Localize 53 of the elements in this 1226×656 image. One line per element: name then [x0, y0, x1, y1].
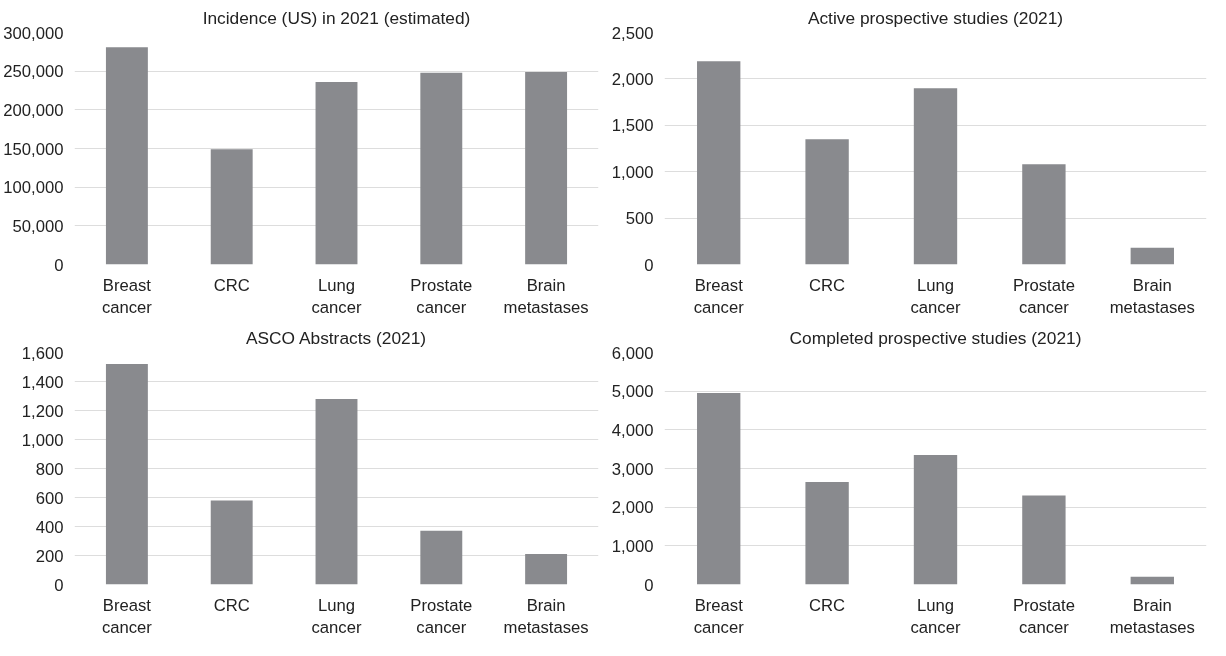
- x-tick-label: CRC: [809, 275, 846, 295]
- y-tick-label: 1,000: [611, 536, 654, 556]
- x-tick-label: Brain metastases: [503, 275, 589, 318]
- x-tick-label: Prostate cancer: [410, 275, 473, 318]
- x-tick-label: Prostate cancer: [1012, 275, 1075, 318]
- y-tick-label: 2,000: [611, 69, 654, 89]
- x-tick-label: Lung cancer: [910, 595, 961, 638]
- y-tick-label: 1,400: [21, 372, 64, 392]
- y-tick-label: 3,000: [611, 459, 654, 479]
- y-tick-label: 200,000: [3, 100, 64, 120]
- y-tick-label: 0: [644, 255, 654, 275]
- x-tick-label: Lung cancer: [910, 275, 961, 318]
- y-tick-label: 600: [35, 488, 64, 508]
- y-tick-label: 800: [35, 459, 64, 479]
- y-tick-label: 150,000: [3, 139, 64, 159]
- y-tick-label: 0: [54, 255, 64, 275]
- chart-title: Active prospective studies (2021): [807, 7, 1064, 28]
- x-tick-label: Brain metastases: [1109, 595, 1195, 638]
- y-tick-label: 1,000: [611, 162, 654, 182]
- y-tick-label: 0: [644, 575, 654, 595]
- y-tick-label: 500: [625, 209, 654, 229]
- x-tick-label: Breast cancer: [693, 275, 745, 318]
- x-tick-label: Prostate cancer: [410, 595, 473, 638]
- y-tick-label: 1,500: [611, 116, 654, 136]
- y-tick-label: 6,000: [611, 343, 654, 363]
- x-tick-label: Lung cancer: [311, 275, 362, 318]
- x-tick-label: CRC: [809, 595, 846, 615]
- y-tick-label: 2,500: [611, 23, 654, 43]
- chart-title: Incidence (US) in 2021 (estimated): [202, 7, 471, 28]
- y-tick-label: 0: [54, 575, 64, 595]
- y-tick-label: 50,000: [12, 216, 64, 236]
- y-tick-label: 5,000: [611, 382, 654, 402]
- x-tick-label: Brain metastases: [1109, 275, 1195, 318]
- y-tick-label: 2,000: [611, 498, 654, 518]
- chart-title: ASCO Abstracts (2021): [245, 327, 427, 348]
- y-tick-label: 300,000: [3, 23, 64, 43]
- x-tick-label: Breast cancer: [693, 595, 745, 638]
- x-tick-label: Lung cancer: [311, 595, 362, 638]
- x-tick-label: Breast cancer: [101, 595, 153, 638]
- y-tick-label: 200: [35, 546, 64, 566]
- x-tick-label: Breast cancer: [101, 275, 153, 318]
- y-tick-label: 400: [35, 517, 64, 537]
- y-tick-label: 1,200: [21, 401, 64, 421]
- y-tick-label: 100,000: [3, 178, 64, 198]
- x-tick-label: Prostate cancer: [1012, 595, 1075, 638]
- x-tick-label: Brain metastases: [503, 595, 589, 638]
- x-tick-label: CRC: [213, 275, 250, 295]
- y-tick-label: 250,000: [3, 62, 64, 82]
- chart-title: Completed prospective studies (2021): [789, 327, 1082, 348]
- y-tick-label: 4,000: [611, 420, 654, 440]
- y-tick-label: 1,000: [21, 430, 64, 450]
- y-tick-label: 1,600: [21, 343, 64, 363]
- x-tick-label: CRC: [213, 595, 250, 615]
